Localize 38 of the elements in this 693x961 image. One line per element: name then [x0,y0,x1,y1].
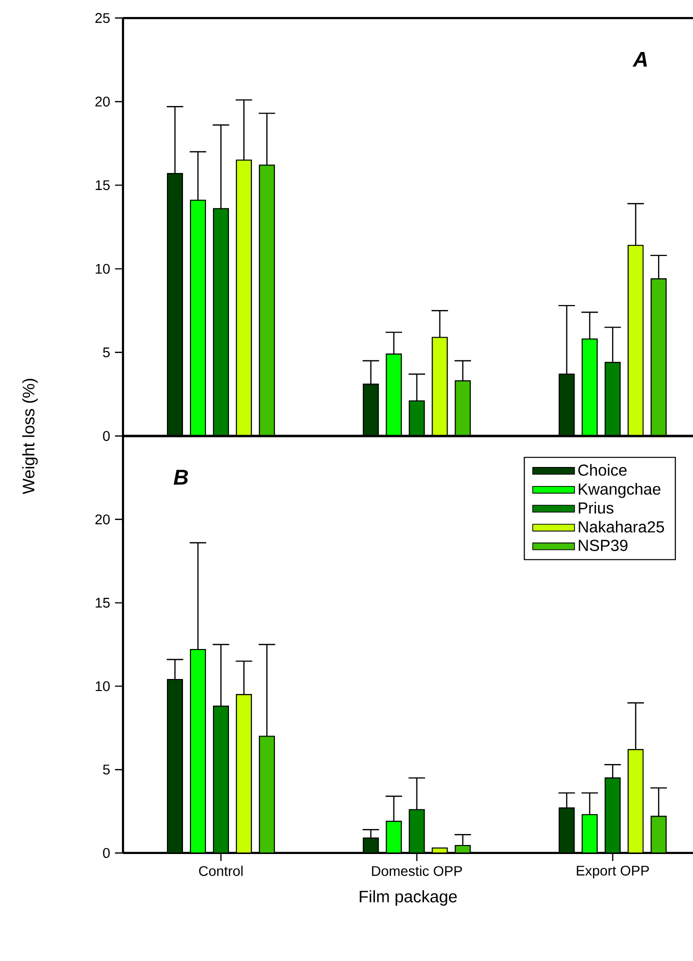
legend-label: NSP39 [578,540,628,552]
bar [166,172,183,436]
x-tick-label: Export OPP [576,866,649,878]
y-tick-label: 15 [96,180,110,190]
bar [558,807,575,853]
y-tick-label: 20 [95,514,110,524]
legend-label: Kwangchae [578,482,660,498]
y-tick-label: 15 [96,598,110,608]
bar [386,820,402,853]
bar [190,648,206,853]
bar [258,736,275,853]
legend-label: Prius [578,502,614,514]
x-tick-label: Domestic OPP [372,866,462,876]
x-tick-label: Control [199,866,243,876]
y-tick-label: 5 [103,764,110,774]
bar [582,814,598,853]
y-tick-label: 5 [103,348,110,358]
legend-label: Nakahara25 [578,520,664,533]
annotation: B [174,470,188,485]
y-tick-label: 25 [95,13,110,23]
x-axis-title: Film package [360,890,457,906]
y-tick-label: 0 [103,848,110,858]
bar [386,354,402,436]
legend-label: Choice [578,464,627,476]
bar [362,384,379,436]
annotation: A [632,52,647,67]
bar [558,374,575,436]
bar [650,816,667,853]
bar [166,678,183,853]
bar [190,200,206,436]
y-tick-label: 20 [95,96,110,107]
bar [582,338,598,436]
bar [258,164,275,436]
y-tick-label: 10 [96,264,110,274]
y-axis-title: Weight loss (%) [22,378,38,494]
y-tick-label: 0 [103,431,110,441]
bar [650,278,667,436]
y-tick-label: 10 [96,681,110,692]
